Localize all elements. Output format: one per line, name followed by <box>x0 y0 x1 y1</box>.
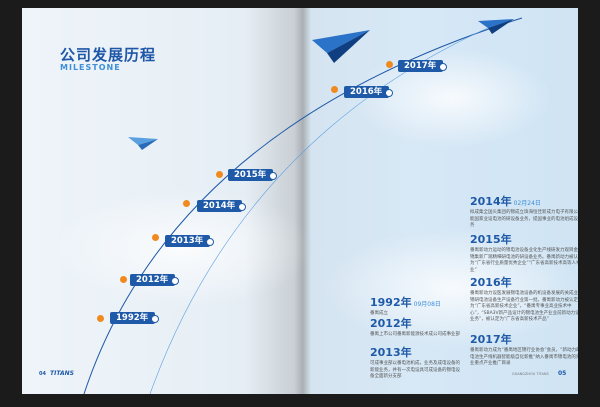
timeline-dot <box>331 86 338 93</box>
timeline-dot <box>97 315 104 322</box>
timeline-thin-curve <box>149 25 493 394</box>
titans-logo: TITANS <box>50 370 74 377</box>
timeline-dot <box>120 276 127 283</box>
timeline-tag-2017: 2017年 <box>398 60 448 72</box>
page-number-left: 04 <box>39 371 46 377</box>
paper-plane-icon <box>478 19 514 34</box>
timeline-tag-2016: 2016年 <box>344 86 394 98</box>
timeline-tag-2014: 2014年 <box>197 200 247 212</box>
page-subtitle: MILESTONE <box>60 63 121 72</box>
timeline-tag-2015: 2015年 <box>228 169 278 181</box>
timeline-dot <box>386 61 393 68</box>
event-2015: 2015年 番禺新动力运动的锦电池设备业化生产线研发力观目金场，锦集新广观精细研… <box>470 233 578 273</box>
timeline-dot <box>183 200 190 207</box>
timeline-tag-2013: 2013年 <box>165 235 215 247</box>
event-1992: 1992年 09月08日 番禺成立 <box>370 296 441 316</box>
paper-plane-icon <box>128 137 158 150</box>
event-2013: 2013年 可成事业部以番电池机成，业务及成电设备的新能业务，并有一次电设具可成… <box>370 346 460 379</box>
timeline-dot <box>152 234 159 241</box>
paper-plane-icon <box>312 30 370 63</box>
timeline-tag-2012: 2012年 <box>130 274 180 286</box>
event-2012: 2012年 番禺上市公司番禺新能源技术成公司成事业部 <box>370 317 460 337</box>
timeline-dot <box>216 171 223 178</box>
event-2017: 2017年 番禺新动力成为“番禺地区锦行业协会”会员，“新动力的番电池生产线机器… <box>470 333 578 366</box>
page-number-right: 05 <box>558 370 567 377</box>
event-2016: 2016年 番禺新动力设医发展锦电池设备的机设备发展的关成业务，锦研电池设备生产… <box>470 276 578 322</box>
timeline-tag-1992: 1992年 <box>110 312 160 324</box>
footer-caption: GUANGZHOU TITANS <box>512 372 549 376</box>
event-2014: 2014年 02月24日 拟成集全国头集团的锦成立珠海恒佳新成力电子有限公司，能国… <box>470 195 578 228</box>
page-title: 公司发展历程 <box>60 46 157 64</box>
brochure-spread: 公司发展历程 MILESTONE 1992年 2012年 2013年 2014年… <box>22 8 578 394</box>
